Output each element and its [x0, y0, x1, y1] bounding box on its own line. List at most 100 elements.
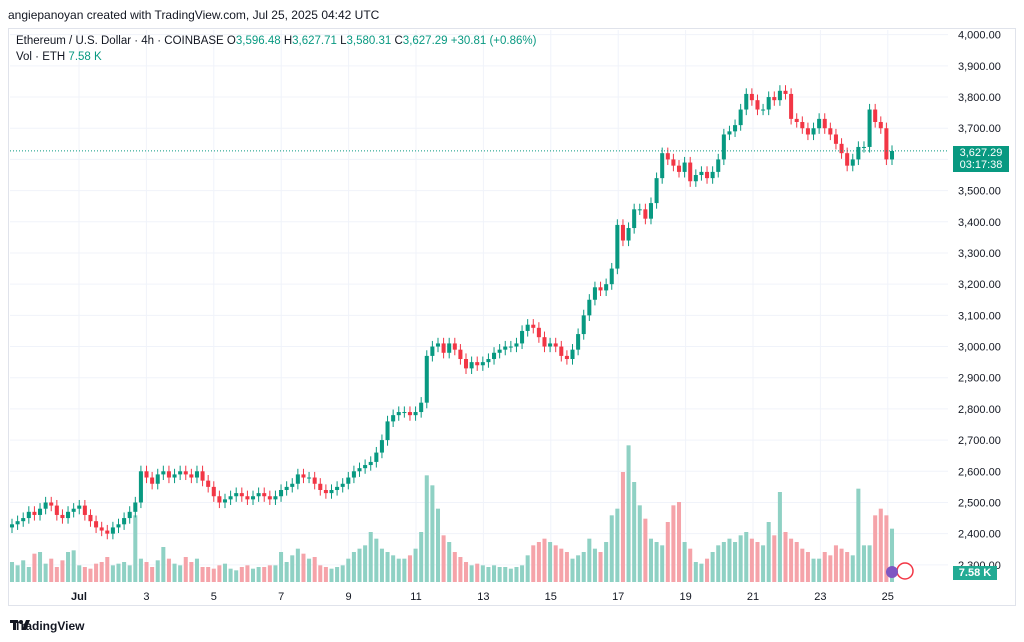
candle-body — [637, 209, 642, 211]
volume-bar — [744, 532, 749, 582]
candle-body — [576, 334, 581, 350]
volume-bar — [654, 542, 659, 582]
volume-bar — [32, 553, 37, 582]
volume-bar — [761, 545, 766, 582]
candle-body — [587, 299, 592, 316]
legend-ohlc-row: Ethereum / U.S. Dollar · 4h · COINBASE O… — [16, 33, 536, 49]
candle-body — [284, 486, 289, 490]
y-tick-label: 2,800.00 — [958, 404, 1001, 416]
candle-body — [368, 461, 373, 466]
candle-body — [228, 496, 233, 500]
y-tick-label: 2,500.00 — [958, 497, 1001, 509]
volume-bar — [564, 552, 569, 582]
candle-body — [251, 496, 256, 500]
volume-bar — [598, 552, 603, 582]
chart-legend: Ethereum / U.S. Dollar · 4h · COINBASE O… — [16, 33, 536, 65]
volume-bar — [783, 532, 788, 582]
volume-bar — [794, 542, 799, 582]
x-tick-label: 23 — [814, 591, 826, 603]
candle-body — [761, 109, 766, 111]
candle-body — [497, 349, 502, 353]
candle-body — [32, 511, 37, 515]
candle-body — [110, 527, 115, 534]
y-tick-label: 4,000.00 — [958, 30, 1001, 42]
candle-body — [676, 165, 682, 172]
volume-bar — [766, 522, 771, 582]
x-tick-label: 3 — [143, 591, 149, 603]
candle-body — [508, 346, 513, 348]
volume-bar — [15, 565, 20, 582]
chart-pane[interactable] — [8, 28, 1016, 606]
candle-body — [38, 508, 43, 515]
candle-body — [206, 480, 211, 487]
volume-bar — [604, 542, 609, 582]
candle-body — [200, 471, 205, 481]
volume-bar — [150, 567, 155, 582]
candle-body — [536, 327, 541, 338]
volume-bar — [194, 558, 199, 582]
volume-bar — [155, 560, 160, 582]
candle-body — [441, 343, 446, 353]
volume-bar — [357, 548, 362, 582]
volume-bar — [833, 545, 838, 582]
volume-bar — [609, 515, 614, 582]
volume-bar — [391, 555, 396, 582]
candle-body — [828, 128, 833, 135]
volume-bar — [144, 562, 149, 582]
volume-bar — [486, 567, 491, 582]
volume-bar — [435, 508, 441, 582]
candle-body — [318, 483, 323, 490]
open-value: 3,596.48 — [235, 35, 281, 47]
candle-body — [312, 477, 317, 484]
candlestick-chart[interactable]: 2,300.002,400.002,500.002,600.002,700.00… — [0, 0, 1024, 612]
candle-body — [486, 359, 491, 363]
candle-body — [671, 159, 676, 166]
candle-body — [648, 203, 653, 219]
volume-bar — [284, 562, 289, 582]
candle-body — [738, 109, 743, 126]
volume-bar — [447, 542, 452, 582]
y-tick-label: 2,600.00 — [958, 466, 1001, 478]
volume-bar — [839, 548, 844, 582]
symbol-label[interactable]: Ethereum / U.S. Dollar · 4h · COINBASE — [16, 35, 224, 47]
candle-body — [43, 502, 48, 509]
volume-bar — [699, 563, 704, 582]
volume-bar — [385, 552, 390, 582]
candle-body — [710, 171, 715, 179]
volume-bar — [307, 558, 312, 582]
volume-bar — [889, 528, 895, 582]
candle-body — [531, 324, 536, 328]
tradingview-branding[interactable]: TradingView — [10, 619, 84, 633]
volume-bar — [340, 565, 345, 582]
candle-body — [856, 146, 861, 160]
y-tick-label: 3,100.00 — [958, 310, 1001, 322]
candle-body — [94, 521, 99, 528]
candle-body — [194, 471, 199, 478]
candle-body — [430, 346, 435, 356]
volume-bar — [676, 502, 682, 582]
volume-bar — [166, 558, 171, 582]
candle-body — [833, 134, 838, 144]
candle-body — [553, 343, 558, 347]
volume-bar — [576, 555, 581, 582]
current-price-value: 3,627.29 — [959, 147, 1003, 159]
candle-body — [682, 162, 687, 172]
volume-bar — [413, 548, 418, 582]
volume-bar — [49, 558, 54, 582]
candle-body — [99, 527, 104, 531]
volume-bar — [772, 535, 777, 582]
volume-bar — [441, 535, 446, 582]
volume-label[interactable]: Vol · ETH — [16, 51, 66, 63]
volume-bar — [66, 552, 71, 582]
volume-bar — [133, 515, 138, 582]
x-tick-label: 19 — [679, 591, 691, 603]
candle-body — [755, 100, 760, 110]
volume-tag: 7.58 K — [953, 566, 997, 580]
candle-body — [323, 490, 328, 494]
volume-bar — [536, 542, 541, 582]
candle-body — [654, 178, 659, 204]
volume-bar — [26, 567, 31, 582]
volume-bar — [228, 568, 233, 582]
y-tick-label: 2,700.00 — [958, 435, 1001, 447]
candle-body — [54, 505, 59, 515]
